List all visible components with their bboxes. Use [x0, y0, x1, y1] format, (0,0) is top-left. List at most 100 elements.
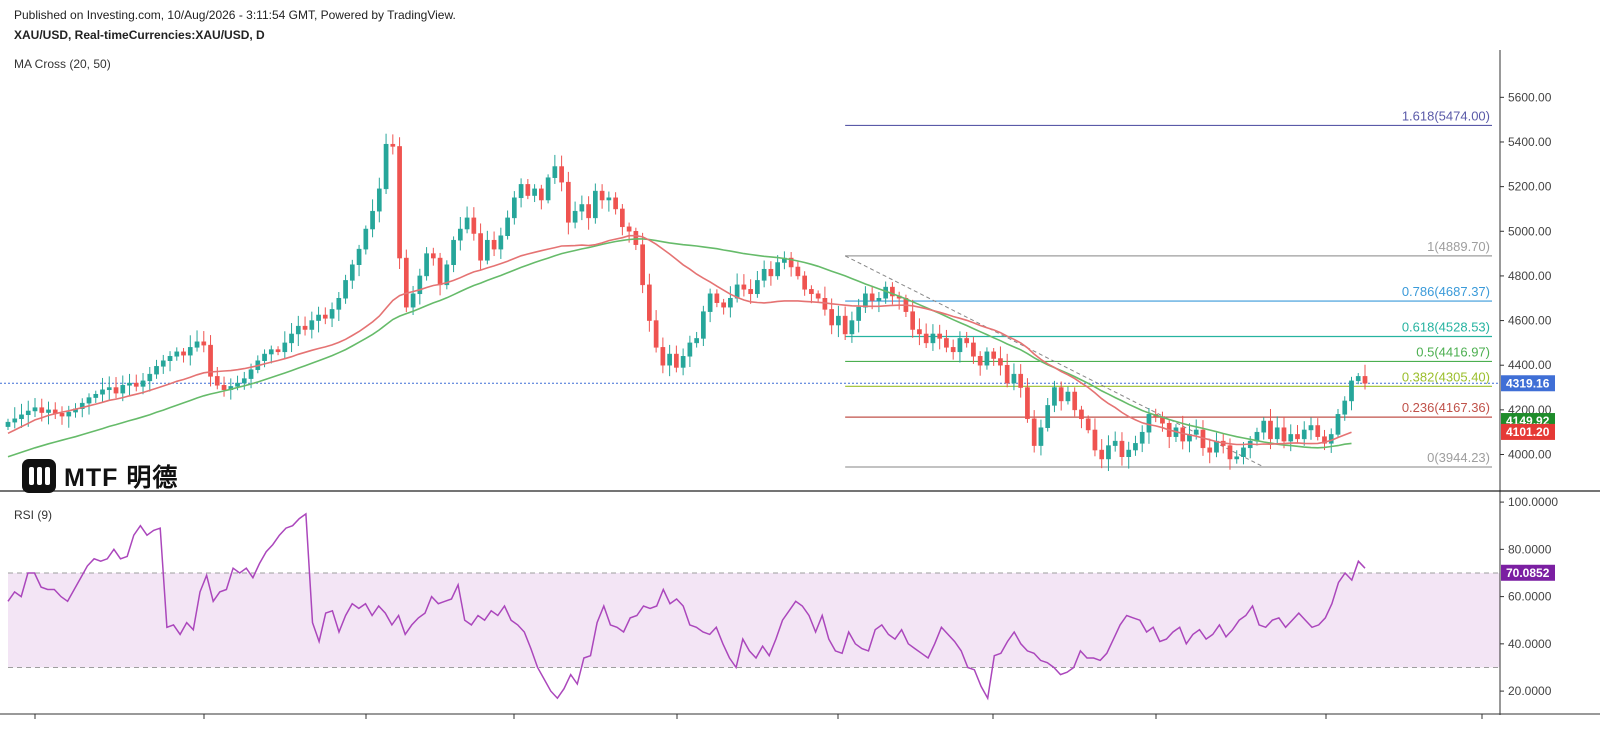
fib-label: 1.618(5474.00) [1402, 108, 1490, 123]
rsi-band [8, 572, 1500, 668]
price-tick-label: 5400.00 [1508, 135, 1552, 149]
candle-body [1268, 420, 1273, 440]
candle-body [944, 338, 949, 348]
candle-body [977, 356, 983, 366]
candle-body [518, 184, 524, 199]
candle-body [1052, 387, 1057, 406]
candle-body [444, 264, 450, 286]
mtf-logo-text: MTF 明德 [64, 464, 179, 492]
candle-body [1112, 440, 1118, 446]
candle-body [113, 387, 119, 394]
candle-body [1058, 387, 1064, 402]
candle-body [606, 197, 612, 201]
candle-body [370, 210, 375, 230]
candle-body [653, 320, 659, 348]
price-tick-label: 5000.00 [1508, 224, 1552, 238]
candle-body [755, 280, 760, 295]
candle-body [1322, 436, 1327, 444]
candle-body [1092, 429, 1098, 451]
fib-label: 1(4889.70) [1427, 239, 1490, 254]
candle-body [1038, 427, 1044, 446]
candle-body [761, 268, 767, 281]
candle-body [181, 351, 186, 356]
candle-body [329, 309, 335, 319]
candle-body [1045, 405, 1051, 428]
candle-body [1018, 373, 1024, 388]
candle-body [599, 190, 605, 201]
candle-body [1241, 447, 1246, 457]
candle-body [1004, 364, 1010, 384]
candle-body [167, 356, 173, 362]
rsi-tick-label: 80.0000 [1508, 542, 1552, 556]
price-tick-label: 4400.00 [1508, 358, 1552, 372]
candle-body [147, 373, 153, 382]
candle-body [1133, 443, 1138, 451]
candle-body [795, 266, 801, 277]
candle-body [160, 360, 166, 367]
price-badge [1501, 375, 1555, 392]
candle-body [1315, 425, 1321, 437]
candle-body [484, 239, 490, 261]
rsi-line [7, 512, 1366, 701]
candle-body [59, 412, 65, 417]
candle-body [579, 204, 585, 212]
candle-body [309, 320, 315, 330]
candle-body [674, 353, 679, 368]
fib-label: 0.618(4528.53) [1402, 320, 1490, 335]
candle-body [403, 257, 409, 308]
candle-body [39, 407, 45, 413]
candle-body [410, 293, 416, 308]
candle-body [1308, 425, 1314, 431]
candle-body [964, 338, 970, 344]
price-tick-label: 5200.00 [1508, 180, 1552, 194]
candle-body [626, 226, 632, 232]
candle-body [356, 248, 362, 266]
candle-body [498, 235, 504, 250]
candle-body [552, 166, 558, 178]
candle-body [802, 275, 807, 290]
ma20-line [7, 234, 1352, 446]
candle-body [262, 353, 267, 362]
candle-body [235, 382, 240, 387]
candle-body [532, 188, 537, 196]
candle-body [856, 306, 861, 321]
candle-body [768, 268, 774, 277]
candle-body [667, 353, 672, 366]
price-badge-label: 4101.20 [1506, 425, 1550, 439]
candle-body [559, 166, 564, 183]
candle-body [1065, 391, 1071, 402]
candle-body [241, 378, 247, 384]
candle-body [937, 333, 943, 339]
published-note: Published on Investing.com, 10/Aug/2026 … [14, 8, 456, 22]
candle-body [430, 253, 436, 259]
candle-body [842, 315, 848, 335]
ma50-line [7, 238, 1352, 458]
candle-body [836, 315, 841, 326]
candle-body [1139, 431, 1145, 444]
rsi-tick-label: 20.0000 [1508, 684, 1552, 698]
mtf-logo: MTF 明德 [22, 458, 178, 494]
candle-body [390, 143, 396, 147]
candle-body [154, 366, 159, 375]
candle-body [815, 293, 821, 299]
price-tick-label: 4800.00 [1508, 269, 1552, 283]
candle-body [1355, 376, 1361, 382]
candle-body [187, 347, 193, 356]
candle-body [208, 344, 213, 377]
candle-body [829, 309, 834, 326]
candle-body [93, 393, 99, 398]
candle-body [140, 380, 146, 387]
candle-body [464, 217, 470, 230]
candle-body [32, 407, 38, 412]
price-badge [1501, 423, 1555, 440]
candle-body [127, 382, 132, 386]
candle-body [572, 210, 578, 223]
candle-body [1349, 380, 1354, 402]
candle-body [984, 351, 990, 366]
candle-body [1301, 429, 1307, 440]
candle-body [525, 184, 531, 196]
candle-body [917, 329, 922, 335]
candle-body [1328, 434, 1334, 444]
candle-body [647, 284, 652, 321]
